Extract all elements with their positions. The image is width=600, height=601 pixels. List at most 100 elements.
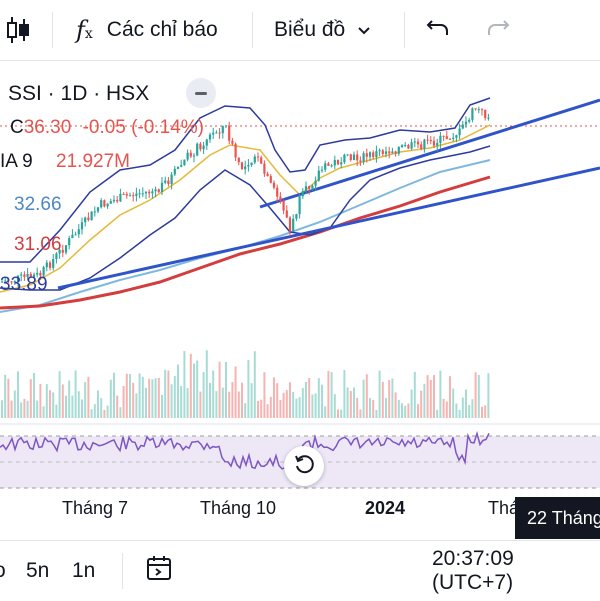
candle-body (96, 207, 100, 212)
volume-bar (33, 372, 35, 418)
volume-bar (391, 378, 394, 418)
candle-body (292, 218, 295, 232)
volume-bar (141, 376, 144, 418)
candle-body (68, 238, 71, 246)
candle-body (164, 180, 167, 183)
candle-body (87, 217, 90, 221)
candle-body (340, 162, 343, 165)
candlestick-icon[interactable] (6, 0, 30, 60)
candle-body (199, 143, 202, 150)
volume-bar (196, 360, 199, 418)
candle-body (404, 144, 407, 146)
candle-body (480, 109, 484, 111)
volume-bar (465, 389, 467, 418)
volume-bar (209, 382, 211, 418)
volume-bar (337, 409, 339, 418)
volume-bar (161, 394, 163, 418)
ma-yellow-line (0, 124, 491, 293)
range-1y-button[interactable]: 1n (72, 559, 96, 582)
candle-body (0, 281, 4, 283)
candle-body (458, 128, 461, 136)
indicator-value-1: 32.66 (14, 194, 62, 215)
volume-bar (343, 370, 346, 418)
volume-bar (215, 391, 218, 418)
volume-bar (439, 370, 442, 418)
volume-bar (26, 400, 29, 418)
volume-bar (228, 391, 231, 418)
price-chart[interactable] (0, 60, 600, 540)
volume-bar (29, 379, 32, 418)
candle-body (356, 154, 359, 161)
volume-bar (225, 361, 227, 418)
candle-body (343, 154, 346, 163)
candle-body (381, 150, 384, 155)
candle-body (74, 234, 77, 236)
volume-bar (266, 404, 269, 418)
volume-bar (369, 398, 371, 418)
volume-bar (458, 409, 461, 418)
volume-bar (58, 371, 61, 418)
volume-bar (468, 405, 471, 418)
volume-bar (349, 391, 352, 418)
indicators-button[interactable]: fx Các chỉ báo (76, 0, 218, 60)
time-label-partial: Thá (488, 498, 520, 518)
volume-bar (317, 378, 320, 418)
candle-body (295, 214, 298, 219)
candle-body (276, 187, 279, 197)
candle-body (183, 159, 186, 166)
candle-body (237, 157, 240, 163)
chart-type-dropdown[interactable]: Biểu đồ (274, 0, 371, 60)
volume-bar (314, 393, 317, 418)
undo-button[interactable] (426, 0, 450, 60)
date-range-button[interactable] (146, 541, 174, 601)
volume-bar (138, 373, 141, 418)
candle-body (407, 144, 410, 149)
volume-bar (365, 374, 368, 418)
candle-body (384, 151, 388, 155)
candle-body (247, 165, 250, 167)
volume-bar (145, 387, 147, 418)
candle-body (308, 186, 311, 189)
volume-bar (183, 351, 186, 418)
chart-canvas[interactable]: SSI · 1D · HSX C36.30 -0.05 (-0.14%) IA … (0, 60, 600, 540)
volume-bar (10, 400, 13, 418)
volume-bar (84, 382, 87, 418)
range-partial[interactable]: o (0, 541, 6, 601)
volume-bar (397, 399, 400, 418)
volume-bar (177, 364, 179, 418)
candle-body (416, 141, 420, 145)
candle-body (128, 195, 132, 197)
volume-bar (122, 385, 125, 418)
volume-bar (93, 404, 96, 418)
candle-body (304, 186, 308, 192)
candle-body (320, 169, 324, 171)
volume-bar (333, 394, 336, 418)
clock-timezone[interactable]: 20:37:09 (UTC+7) (432, 547, 514, 594)
candle-body (144, 191, 148, 194)
volume-bar (356, 397, 359, 418)
candle-body (442, 135, 445, 137)
candle-body (36, 272, 39, 275)
volume-bar (449, 376, 451, 418)
volume-bar (263, 372, 266, 418)
candle-body (477, 109, 480, 111)
volume-bar (71, 395, 74, 418)
candle-body (324, 163, 327, 170)
volume-bar (231, 382, 234, 418)
volume-bar (353, 387, 355, 418)
range-5d-button[interactable]: 5n (26, 559, 50, 582)
redo-button[interactable] (486, 0, 510, 60)
volume-bar (285, 390, 288, 418)
candle-body (448, 138, 452, 140)
rsi-line (0, 430, 490, 478)
candle-body (148, 191, 151, 194)
candle-body (45, 262, 48, 268)
candle-body (468, 119, 471, 122)
candle-body (192, 155, 196, 157)
reset-chart-button[interactable] (284, 446, 324, 486)
volume-bar (52, 392, 55, 418)
collapse-legend-button[interactable] (186, 78, 216, 108)
candle-body (250, 162, 253, 166)
volume-bar (116, 395, 119, 418)
candle-body (256, 156, 260, 158)
